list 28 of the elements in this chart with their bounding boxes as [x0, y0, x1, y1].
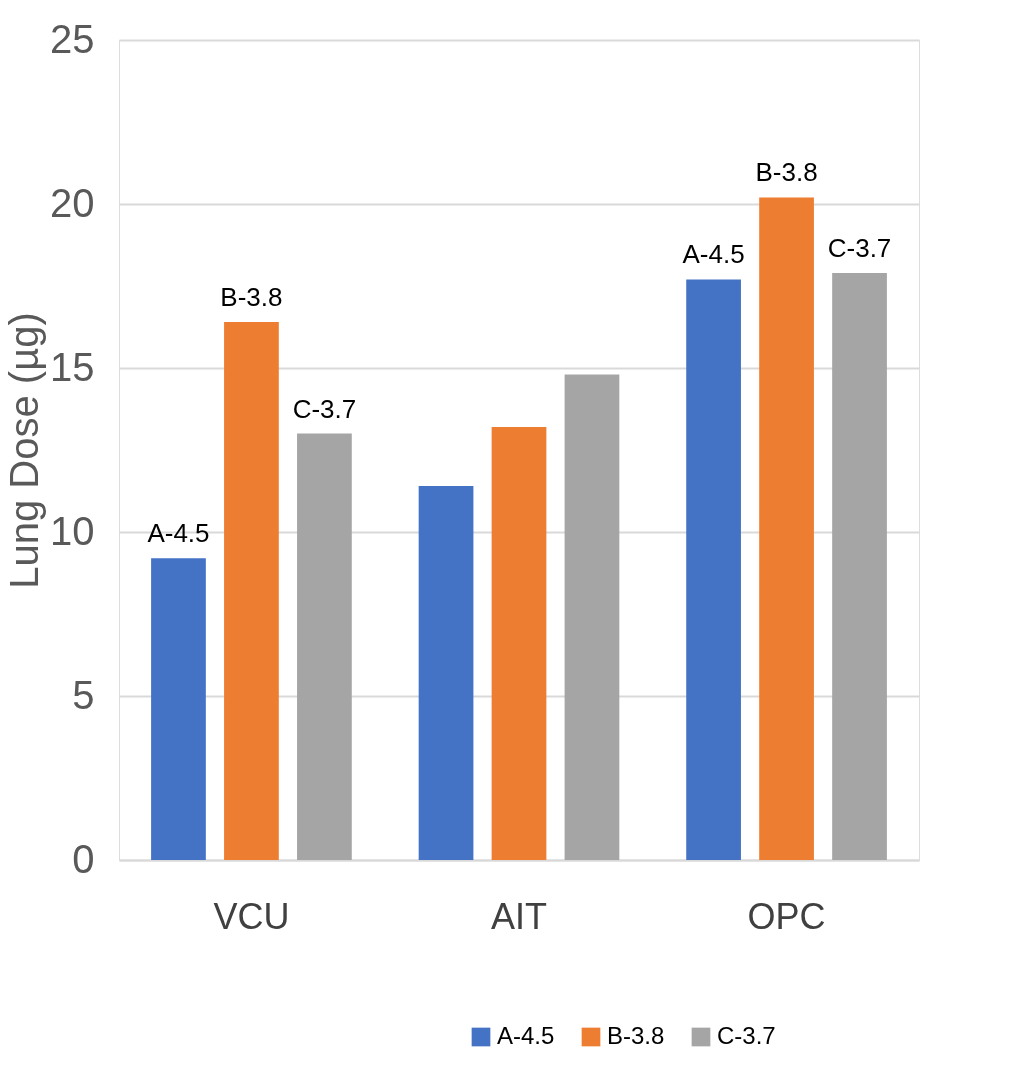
y-axis-title: Lung Dose (µg) [2, 312, 47, 589]
data-label: B-3.8 [755, 157, 818, 188]
data-label: B-3.8 [220, 282, 283, 313]
y-tick-label: 5 [72, 672, 95, 717]
bar [224, 322, 279, 860]
legend-label: C-3.7 [717, 1022, 776, 1049]
y-tick-label: 0 [72, 836, 95, 881]
bar [564, 374, 620, 860]
bar [297, 433, 352, 860]
data-label: C-3.7 [827, 232, 892, 263]
legend-label: A-4.5 [497, 1022, 555, 1049]
bar [686, 279, 741, 860]
bar [151, 558, 206, 860]
data-label: A-4.5 [147, 518, 210, 549]
bar [832, 272, 887, 860]
bar [418, 486, 474, 860]
y-tick-label: 25 [50, 16, 95, 61]
data-label: C-3.7 [292, 393, 357, 424]
bar [759, 197, 814, 860]
x-tick-label: AIT [490, 895, 548, 937]
x-tick-label: VCU [213, 895, 290, 937]
y-tick-label: 20 [50, 180, 95, 225]
legend-label: B-3.8 [607, 1022, 665, 1049]
bar [491, 427, 547, 860]
x-tick-label: OPC [747, 895, 826, 937]
y-tick-label: 15 [50, 344, 95, 389]
y-tick-label: 10 [50, 508, 95, 553]
data-label: A-4.5 [682, 239, 745, 270]
